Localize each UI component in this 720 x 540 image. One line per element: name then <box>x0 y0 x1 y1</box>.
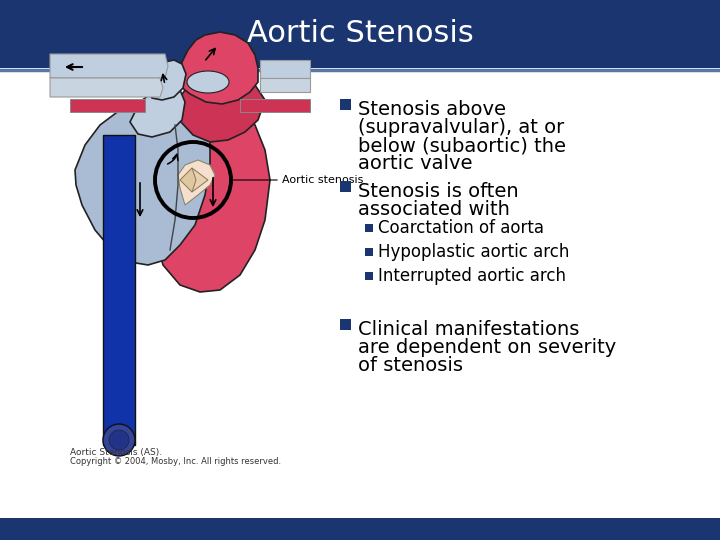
Text: Stenosis is often: Stenosis is often <box>358 182 518 201</box>
Text: Clinical manifestations: Clinical manifestations <box>358 320 580 339</box>
FancyBboxPatch shape <box>103 135 135 445</box>
Polygon shape <box>50 54 168 78</box>
Text: Interrupted aortic arch: Interrupted aortic arch <box>378 267 566 285</box>
Text: Aortic Stenosis: Aortic Stenosis <box>247 19 473 49</box>
Polygon shape <box>260 78 310 92</box>
Ellipse shape <box>187 71 229 93</box>
FancyBboxPatch shape <box>0 0 720 68</box>
Text: Copyright © 2004, Mosby, Inc. All rights reserved.: Copyright © 2004, Mosby, Inc. All rights… <box>70 456 281 465</box>
Text: Coarctation of aorta: Coarctation of aorta <box>378 219 544 237</box>
Text: aortic valve: aortic valve <box>358 154 472 173</box>
Polygon shape <box>260 60 310 78</box>
FancyBboxPatch shape <box>340 181 351 192</box>
Text: Aortic stenosis: Aortic stenosis <box>282 175 364 185</box>
FancyBboxPatch shape <box>365 224 373 232</box>
Circle shape <box>103 424 135 456</box>
Circle shape <box>109 430 129 450</box>
Polygon shape <box>175 72 265 142</box>
Polygon shape <box>175 32 258 104</box>
Text: Stenosis above: Stenosis above <box>358 100 506 119</box>
Text: (supravalvular), at or: (supravalvular), at or <box>358 118 564 137</box>
Polygon shape <box>130 84 185 137</box>
Text: below (subaortic) the: below (subaortic) the <box>358 136 566 155</box>
FancyBboxPatch shape <box>70 99 145 112</box>
FancyBboxPatch shape <box>240 99 310 112</box>
Text: of stenosis: of stenosis <box>358 356 463 375</box>
FancyBboxPatch shape <box>365 272 373 280</box>
Polygon shape <box>148 60 186 100</box>
Text: are dependent on severity: are dependent on severity <box>358 338 616 357</box>
Text: associated with: associated with <box>358 200 510 219</box>
Text: Aortic Stenosis (AS).: Aortic Stenosis (AS). <box>70 449 162 457</box>
FancyBboxPatch shape <box>0 518 720 540</box>
Text: Hypoplastic aortic arch: Hypoplastic aortic arch <box>378 243 570 261</box>
FancyBboxPatch shape <box>365 248 373 256</box>
Polygon shape <box>185 168 208 192</box>
Polygon shape <box>180 168 196 192</box>
FancyBboxPatch shape <box>340 319 351 330</box>
FancyBboxPatch shape <box>340 99 351 110</box>
Polygon shape <box>178 160 215 205</box>
Polygon shape <box>50 78 163 97</box>
Polygon shape <box>150 100 270 292</box>
Polygon shape <box>75 102 210 265</box>
